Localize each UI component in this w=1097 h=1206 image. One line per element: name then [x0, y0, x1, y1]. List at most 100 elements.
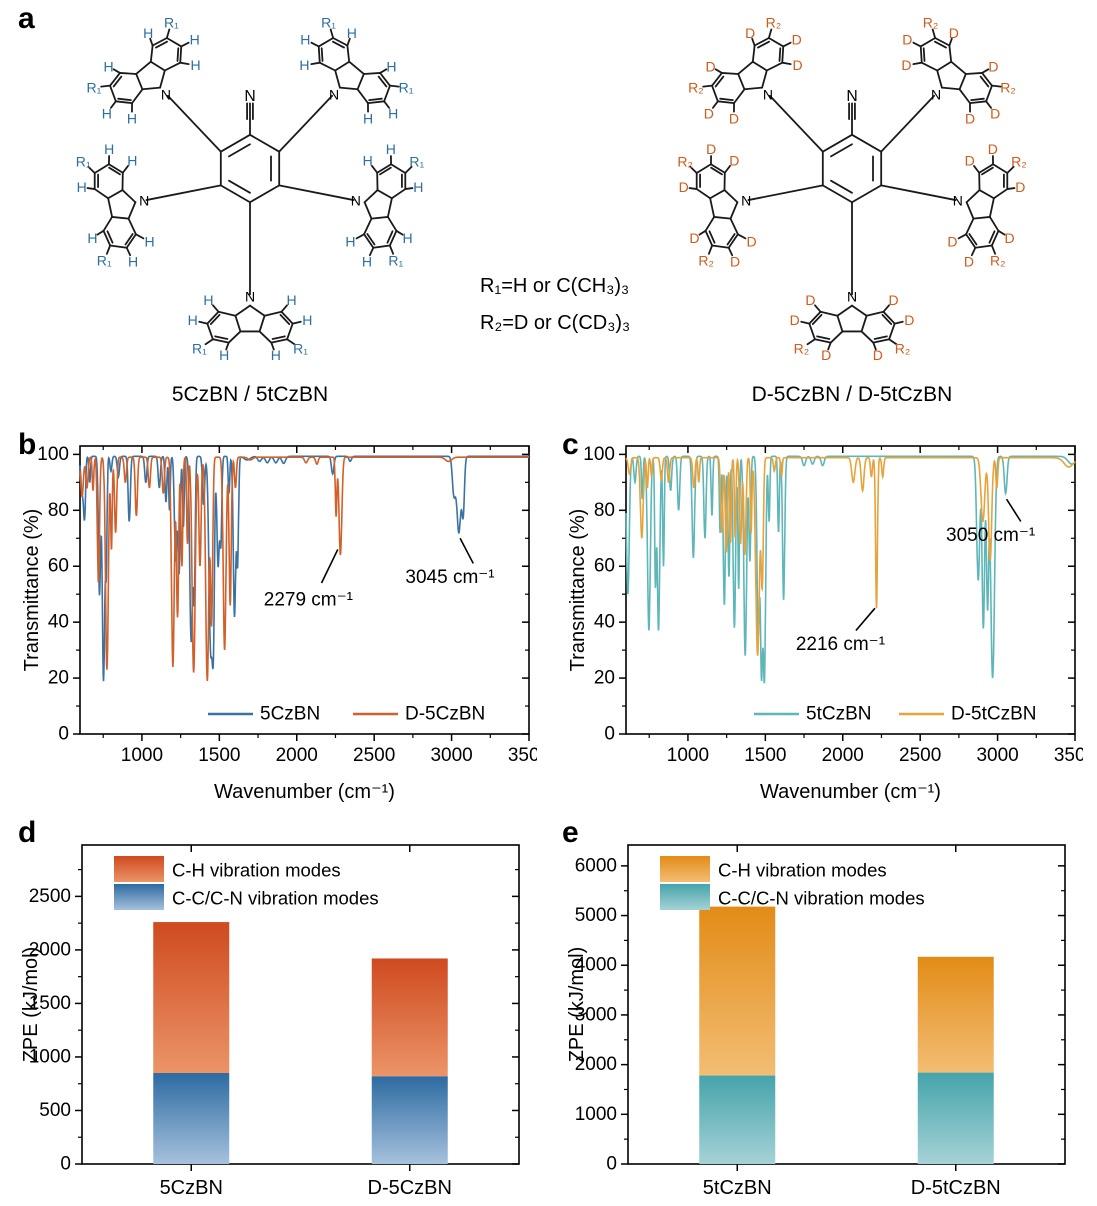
svg-text:1000: 1000 — [575, 1104, 617, 1125]
svg-text:ZPE (kJ/mol): ZPE (kJ/mol) — [22, 947, 42, 1063]
molecule-drawing: NNHHR₁R₁HHHHNHHR₁R₁HHHHNHHR₁R₁HHHHNHHR₁R… — [76, 14, 425, 363]
svg-text:H: H — [143, 25, 153, 41]
panel-c-letter: c — [562, 428, 579, 461]
svg-text:5000: 5000 — [575, 905, 617, 926]
svg-text:H: H — [302, 312, 312, 328]
svg-text:D: D — [745, 25, 755, 41]
legend-swatch-cc-cn — [114, 884, 164, 910]
legend-swatch-c-h — [114, 856, 164, 882]
svg-text:R₂: R₂ — [766, 14, 782, 30]
svg-text:80: 80 — [48, 500, 69, 521]
bar-segment-5tCzBN-c-h — [699, 906, 776, 1076]
svg-text:H: H — [77, 179, 87, 195]
bar-segment-D-5tCzBN-c-h — [917, 956, 994, 1073]
legend-swatch-cc-cn — [660, 884, 710, 910]
zpe-bar-chart-d: 0 500 1000 1500 2000 2500 5CzBN D-5CzBN C-H vibr… — [22, 844, 520, 1199]
svg-text:R₂: R₂ — [698, 253, 714, 269]
svg-text:R₁: R₁ — [293, 340, 308, 356]
svg-text:0: 0 — [604, 724, 615, 745]
svg-text:H: H — [104, 141, 114, 157]
svg-text:H: H — [403, 230, 413, 246]
panel-e-letter: e — [562, 816, 579, 849]
svg-text:D: D — [706, 141, 716, 157]
svg-text:N: N — [953, 192, 963, 208]
svg-text:H: H — [386, 58, 396, 74]
svg-text:D: D — [746, 234, 756, 250]
svg-text:H: H — [347, 25, 357, 41]
svg-text:Transmittance (%): Transmittance (%) — [22, 509, 43, 672]
svg-text:500: 500 — [39, 1100, 71, 1121]
legend-swatch-c-h — [660, 856, 710, 882]
svg-text:D: D — [1005, 230, 1015, 246]
svg-text:D: D — [901, 57, 911, 73]
spectrum-line-D-5tCzBN — [625, 456, 1076, 656]
svg-text:D-5CzBN: D-5CzBN — [405, 704, 485, 725]
molecule-drawing: NNDDR₂R₂DDDDNDDR₂R₂DDDDNDDR₂R₂DDDDNDDR₂R… — [677, 14, 1026, 363]
panel-a-letter: a — [18, 2, 35, 35]
svg-text:N: N — [139, 192, 149, 208]
svg-text:R₂: R₂ — [895, 340, 911, 356]
svg-text:40: 40 — [48, 612, 69, 633]
svg-text:R₁: R₁ — [321, 14, 336, 30]
bar-segment-D-5CzBN-cc-cn — [371, 1076, 448, 1164]
svg-text:N: N — [847, 289, 857, 305]
svg-text:D: D — [990, 105, 1000, 121]
svg-text:D: D — [805, 292, 815, 308]
svg-text:3050 cm⁻¹: 3050 cm⁻¹ — [946, 525, 1035, 546]
svg-text:1000: 1000 — [29, 1046, 71, 1067]
svg-text:H: H — [190, 32, 200, 48]
svg-text:N: N — [846, 88, 857, 105]
svg-text:5tCzBN: 5tCzBN — [806, 704, 871, 725]
svg-text:N: N — [351, 192, 361, 208]
svg-text:0: 0 — [60, 1154, 71, 1175]
svg-text:D: D — [792, 32, 802, 48]
svg-text:D: D — [965, 152, 975, 168]
svg-text:D: D — [947, 234, 957, 250]
svg-text:D: D — [679, 179, 689, 195]
svg-text:H: H — [363, 152, 373, 168]
bar-segment-D-5tCzBN-cc-cn — [917, 1072, 994, 1164]
svg-text:R₁: R₁ — [388, 253, 403, 269]
svg-text:100: 100 — [583, 444, 615, 465]
svg-text:2279 cm⁻¹: 2279 cm⁻¹ — [264, 589, 353, 610]
svg-text:C-H vibration modes: C-H vibration modes — [718, 860, 887, 881]
molecule-structure-d5czbn: NNDDR₂R₂DDDDNDDR₂R₂DDDDNDDR₂R₂DDDDNDDR₂R… — [677, 14, 1026, 363]
svg-text:60: 60 — [594, 556, 615, 577]
svg-text:2000: 2000 — [822, 745, 864, 766]
svg-text:H: H — [299, 57, 309, 73]
substituent-note-line1: R₁=H or C(CH₃)₃ — [480, 275, 630, 297]
svg-text:N: N — [245, 289, 255, 305]
svg-text:1000: 1000 — [121, 745, 163, 766]
svg-text:1500: 1500 — [744, 745, 786, 766]
svg-text:H: H — [188, 312, 198, 328]
svg-text:H: H — [103, 58, 113, 74]
svg-text:R₁: R₁ — [399, 79, 414, 95]
svg-text:H: H — [345, 234, 355, 250]
svg-text:D: D — [1015, 179, 1025, 195]
svg-text:D: D — [902, 32, 912, 48]
svg-text:60: 60 — [48, 556, 69, 577]
svg-text:D: D — [730, 253, 740, 269]
spectrum-line-5tCzBN — [625, 455, 1076, 684]
svg-text:1500: 1500 — [198, 745, 240, 766]
svg-text:2500: 2500 — [29, 886, 71, 907]
svg-text:H: H — [362, 253, 372, 269]
panel-d-letter: d — [18, 816, 37, 849]
svg-text:D-5tCzBN: D-5tCzBN — [951, 704, 1037, 725]
svg-text:C-C/C-N vibration modes: C-C/C-N vibration modes — [718, 888, 925, 909]
svg-text:1000: 1000 — [667, 745, 709, 766]
plot-area-d: 0 500 1000 1500 2000 2500 5CzBN D-5CzBN C-H vibr… — [22, 844, 520, 1199]
svg-text:H: H — [191, 57, 201, 73]
svg-text:20: 20 — [48, 668, 69, 689]
svg-text:6000: 6000 — [575, 855, 617, 876]
svg-text:H: H — [127, 152, 137, 168]
svg-text:N: N — [931, 87, 941, 103]
svg-text:N: N — [161, 87, 171, 103]
svg-text:3000: 3000 — [430, 745, 472, 766]
